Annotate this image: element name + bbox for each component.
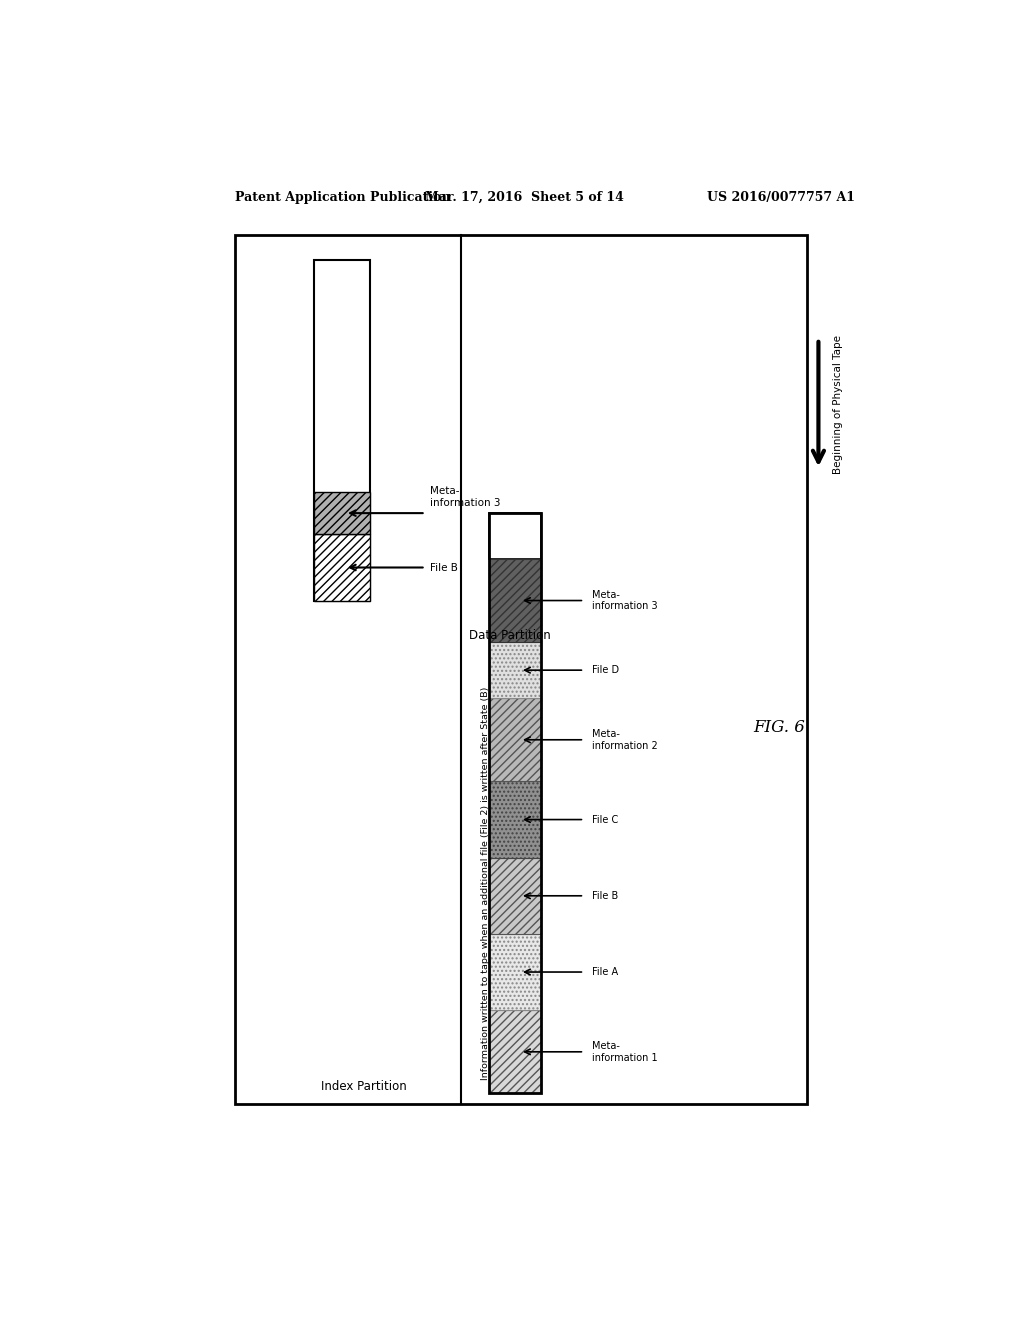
- Bar: [314, 492, 370, 535]
- Bar: [489, 781, 541, 858]
- Text: FIG. 6: FIG. 6: [753, 719, 805, 737]
- Text: Beginning of Physical Tape: Beginning of Physical Tape: [833, 334, 843, 474]
- Bar: [489, 513, 541, 558]
- Text: File B: File B: [592, 891, 618, 900]
- Text: Meta-
information 3: Meta- information 3: [592, 590, 657, 611]
- Text: Patent Application Publication: Patent Application Publication: [236, 190, 451, 203]
- Text: Meta-
information 2: Meta- information 2: [592, 729, 658, 751]
- Bar: [489, 858, 541, 935]
- Text: File A: File A: [592, 968, 618, 977]
- Text: File B: File B: [430, 562, 458, 573]
- Bar: [489, 643, 541, 698]
- Bar: [489, 1010, 541, 1093]
- Text: Data Partition: Data Partition: [469, 630, 551, 643]
- Bar: [489, 935, 541, 1010]
- Bar: [314, 260, 370, 601]
- Text: File C: File C: [592, 814, 618, 825]
- Bar: [489, 513, 541, 1093]
- Text: Index Partition: Index Partition: [322, 1081, 407, 1093]
- Bar: [314, 535, 370, 601]
- Text: Mar. 17, 2016  Sheet 5 of 14: Mar. 17, 2016 Sheet 5 of 14: [425, 190, 625, 203]
- Bar: [489, 558, 541, 643]
- Text: Information written to tape when an additional file (File 2) is written after St: Information written to tape when an addi…: [481, 686, 490, 1080]
- Bar: [236, 235, 807, 1104]
- Text: Meta-
information 1: Meta- information 1: [592, 1041, 657, 1063]
- Text: US 2016/0077757 A1: US 2016/0077757 A1: [708, 190, 855, 203]
- Text: Meta-
information 3: Meta- information 3: [430, 487, 500, 508]
- Bar: [489, 698, 541, 781]
- Text: File D: File D: [592, 665, 620, 675]
